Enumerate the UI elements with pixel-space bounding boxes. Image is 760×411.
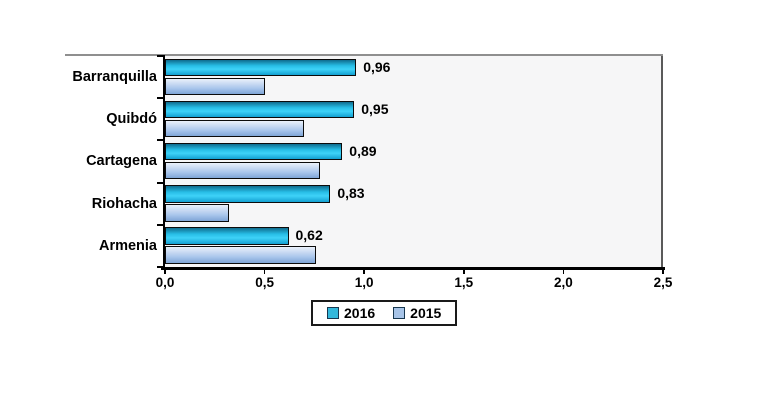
y-axis-line	[162, 55, 165, 269]
category-label: Quibdó	[106, 111, 157, 128]
bar-2016	[165, 100, 355, 119]
legend-item-2016: 2016	[327, 305, 375, 321]
legend-label: 2016	[344, 304, 376, 321]
chart-top-border	[65, 54, 663, 56]
category-label: Riohacha	[91, 195, 157, 212]
x-axis-tick-mark	[263, 269, 266, 274]
category-label: Cartagena	[86, 153, 157, 170]
x-axis-tick-label: 1,5	[454, 275, 474, 290]
x-axis-line	[161, 267, 665, 270]
legend-item-2015: 2015	[393, 305, 441, 321]
bar-value-label: 0,95	[361, 100, 389, 117]
x-axis-tick-mark	[662, 269, 664, 274]
x-axis-tick-label: 2,0	[554, 275, 573, 290]
bar-2015	[165, 119, 305, 138]
x-axis-tick-label: 0,5	[255, 275, 274, 290]
legend-swatch-2016	[327, 306, 339, 319]
bar-2016	[165, 58, 357, 76]
y-axis-tick-mark	[157, 55, 165, 57]
legend: 2016 2015	[311, 300, 458, 326]
x-axis-tick-label: 0,0	[155, 275, 175, 290]
x-axis-tick-mark	[463, 269, 465, 274]
category-label: Armenia	[98, 237, 157, 254]
bar-2015	[165, 204, 229, 222]
bar-value-label: 0,96	[363, 58, 391, 75]
bar-2015	[165, 246, 317, 264]
bar-value-label: 0,62	[295, 227, 323, 244]
category-label: Barranquilla	[72, 69, 157, 85]
x-axis-tick-mark	[363, 269, 365, 274]
x-axis-tick-mark	[562, 269, 565, 274]
bar-2016	[165, 185, 331, 203]
y-axis-tick-mark	[157, 223, 165, 226]
y-axis-tick-mark	[157, 181, 165, 184]
bar-2016	[165, 227, 289, 245]
x-axis-tick-mark	[164, 269, 166, 274]
bar-2015	[165, 77, 265, 95]
y-axis-tick-mark	[157, 266, 165, 268]
legend-label: 2015	[410, 304, 442, 321]
x-axis-tick-label: 1,0	[354, 275, 374, 290]
bar-2016	[165, 142, 343, 161]
x-axis-tick-label: 2,5	[653, 275, 673, 290]
plot-layer: Barranquilla 0,96 Quibdó 0,95 Cartagena 0,89 R…	[72, 55, 672, 290]
y-axis-tick-mark	[157, 97, 165, 100]
bar-2015	[165, 161, 321, 180]
bar-value-label: 0,83	[337, 185, 365, 202]
y-axis-tick-mark	[157, 139, 165, 142]
bar-value-label: 0,89	[349, 142, 377, 159]
legend-swatch-2015	[393, 306, 406, 319]
